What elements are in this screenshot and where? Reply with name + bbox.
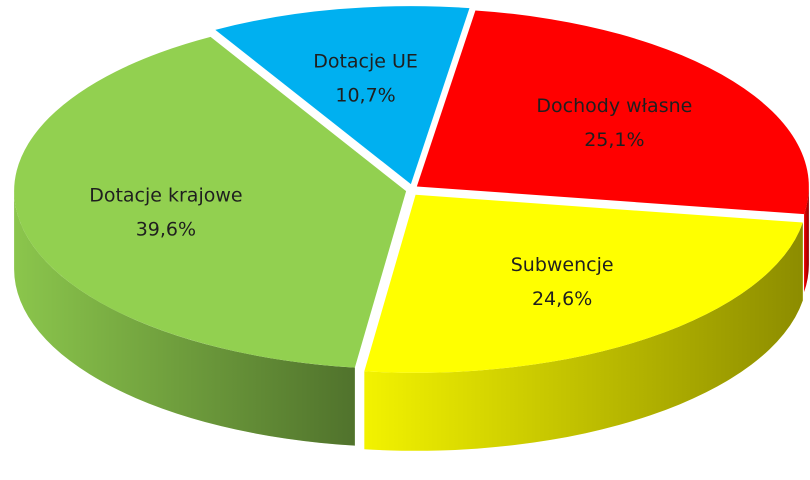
pie-side-shade (364, 222, 803, 451)
pie-side-shade (804, 186, 809, 293)
pie-slice (215, 6, 470, 185)
pie-slice (14, 36, 407, 368)
pie-slice (364, 194, 803, 373)
pie-labels: Dochody własne 25,1% Subwencje 24,6% Dotacje… (89, 51, 692, 310)
slice-label: Dotacje UE (313, 51, 418, 73)
slice-label: Dotacje krajowe (89, 185, 242, 207)
pie-tops (14, 6, 809, 373)
slice-value-label: 25,1% (584, 129, 644, 151)
slice-value-label: 39,6% (136, 219, 196, 241)
pie-side-shade (14, 191, 355, 446)
slice-value-label: 24,6% (532, 288, 592, 310)
pie-slice (416, 10, 809, 215)
pie-sides (14, 186, 809, 451)
slice-label: Dochody własne (536, 95, 692, 117)
slice-label: Subwencje (511, 254, 614, 276)
slice-value-label: 10,7% (335, 85, 395, 107)
